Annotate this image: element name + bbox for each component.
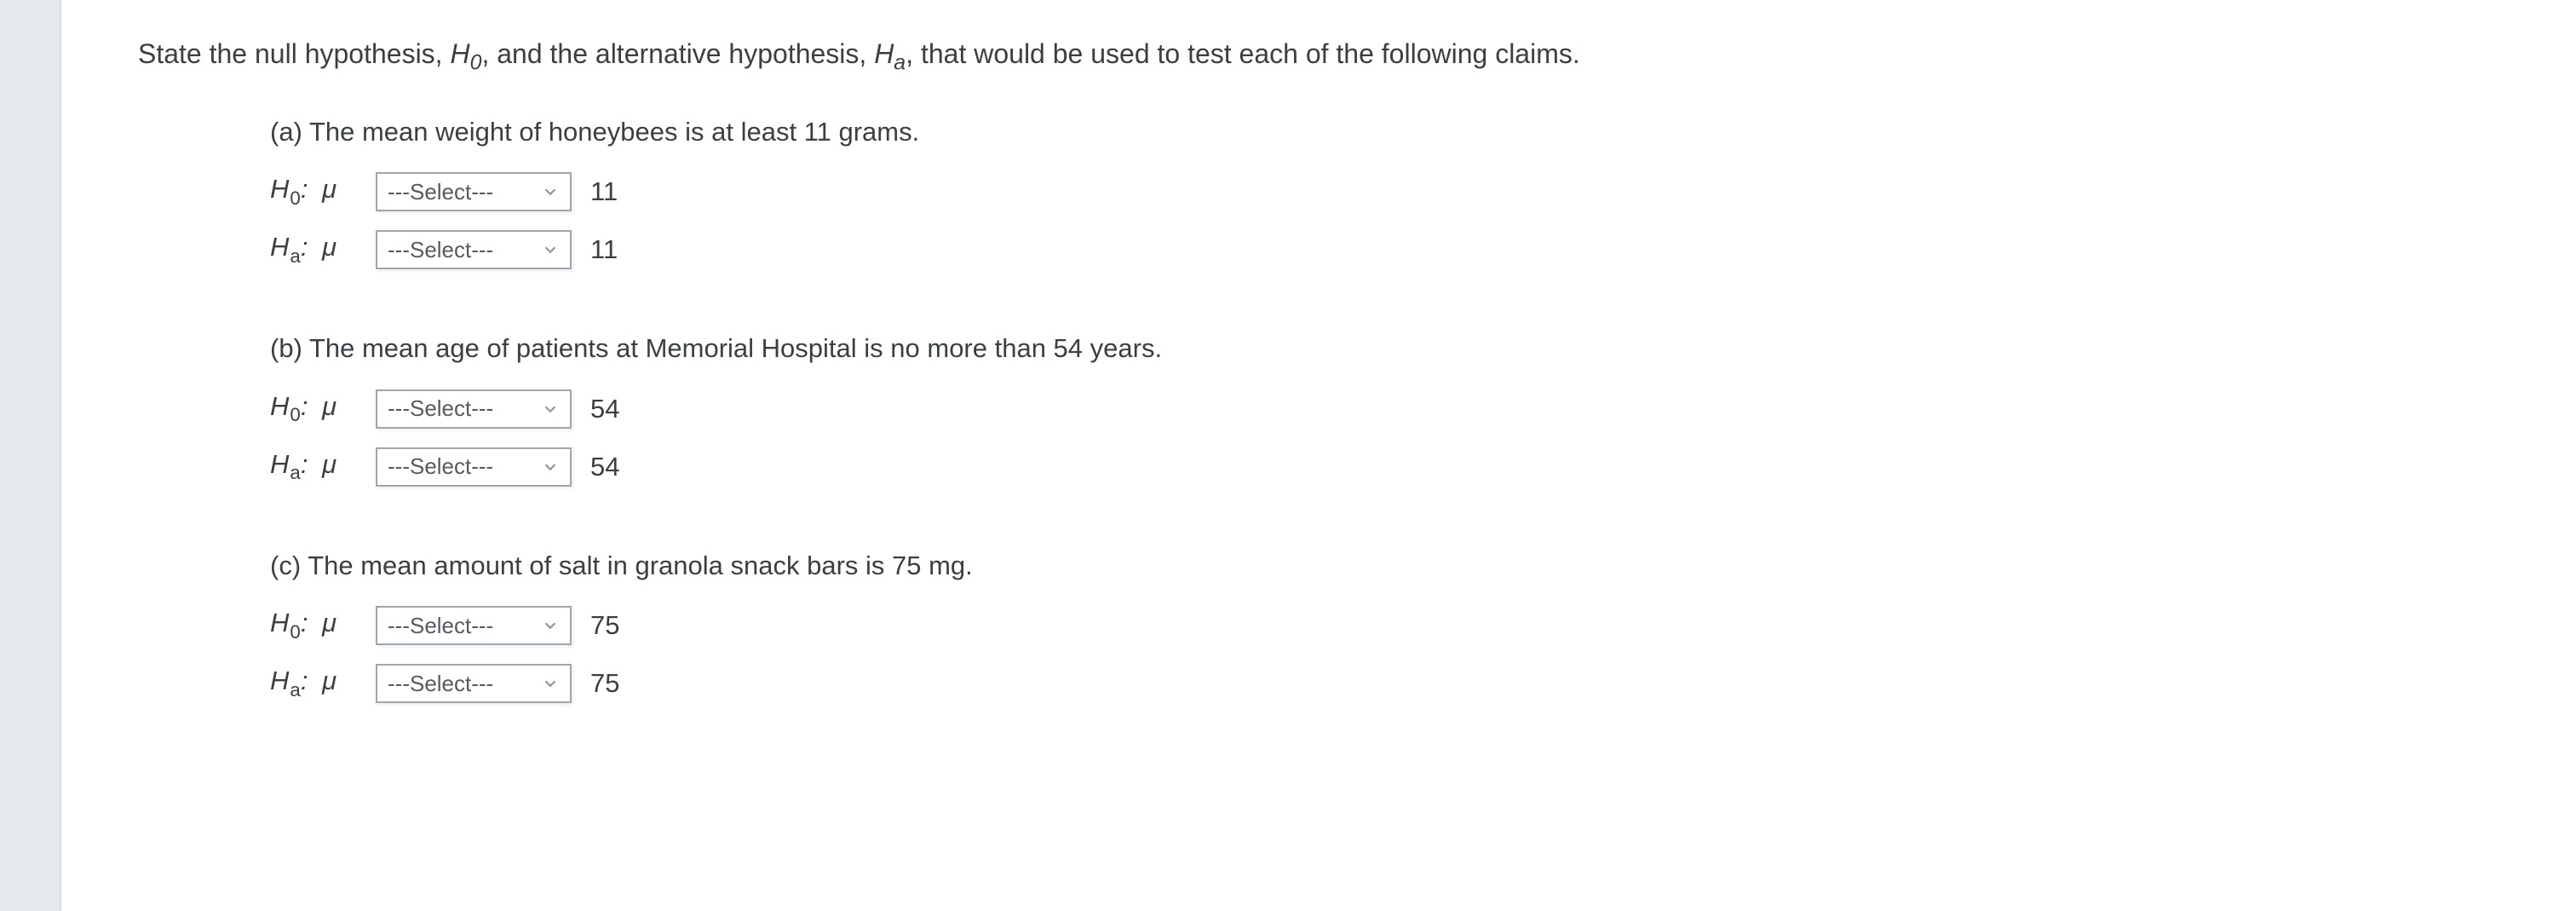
part-c: (c) The mean amount of salt in granola s… bbox=[270, 546, 2499, 704]
part-c-claim: (c) The mean amount of salt in granola s… bbox=[270, 546, 2499, 586]
h0-sub: 0 bbox=[470, 50, 482, 74]
part-c-h0-row: H0: μ ---Select--- 75 bbox=[270, 606, 2499, 645]
part-b-ha-select[interactable]: ---Select--- bbox=[376, 447, 572, 487]
part-c-h0-value: 75 bbox=[590, 610, 619, 641]
chevron-down-icon bbox=[541, 240, 560, 259]
chevron-down-icon bbox=[541, 400, 560, 418]
h0-label: H0: μ bbox=[270, 174, 364, 209]
part-b-ha-row: Ha: μ ---Select--- 54 bbox=[270, 447, 2499, 487]
instruction-mid1: , and the alternative hypothesis, bbox=[481, 38, 874, 69]
part-a-ha-row: Ha: μ ---Select--- 11 bbox=[270, 230, 2499, 269]
select-placeholder: ---Select--- bbox=[388, 453, 541, 480]
h0-label: H0: μ bbox=[270, 391, 364, 426]
chevron-down-icon bbox=[541, 182, 560, 201]
select-placeholder: ---Select--- bbox=[388, 237, 541, 263]
part-c-ha-row: Ha: μ ---Select--- 75 bbox=[270, 664, 2499, 703]
instruction-post: , that would be used to test each of the… bbox=[906, 38, 1580, 69]
ha-sub: a bbox=[894, 50, 906, 74]
ha-sym: H bbox=[874, 38, 894, 69]
ha-label: Ha: μ bbox=[270, 232, 364, 267]
part-a-ha-select[interactable]: ---Select--- bbox=[376, 230, 572, 269]
chevron-down-icon bbox=[541, 616, 560, 635]
select-placeholder: ---Select--- bbox=[388, 179, 541, 205]
instruction-pre: State the null hypothesis, bbox=[138, 38, 450, 69]
chevron-down-icon bbox=[541, 674, 560, 693]
part-b-h0-row: H0: μ ---Select--- 54 bbox=[270, 389, 2499, 429]
part-a-claim: (a) The mean weight of honeybees is at l… bbox=[270, 112, 2499, 153]
question-page: State the null hypothesis, H0, and the a… bbox=[60, 0, 2576, 911]
select-placeholder: ---Select--- bbox=[388, 395, 541, 422]
part-a-h0-select[interactable]: ---Select--- bbox=[376, 172, 572, 211]
select-placeholder: ---Select--- bbox=[388, 671, 541, 697]
part-a-h0-value: 11 bbox=[590, 176, 618, 207]
left-gutter bbox=[0, 0, 60, 911]
part-a: (a) The mean weight of honeybees is at l… bbox=[270, 112, 2499, 270]
chevron-down-icon bbox=[541, 458, 560, 476]
part-b-h0-select[interactable]: ---Select--- bbox=[376, 389, 572, 429]
part-c-ha-select[interactable]: ---Select--- bbox=[376, 664, 572, 703]
select-placeholder: ---Select--- bbox=[388, 613, 541, 639]
part-c-ha-value: 75 bbox=[590, 668, 619, 699]
part-a-h0-row: H0: μ ---Select--- 11 bbox=[270, 172, 2499, 211]
part-b: (b) The mean age of patients at Memorial… bbox=[270, 329, 2499, 487]
ha-label: Ha: μ bbox=[270, 666, 364, 701]
part-c-h0-select[interactable]: ---Select--- bbox=[376, 606, 572, 645]
part-a-ha-value: 11 bbox=[590, 234, 618, 265]
instruction-text: State the null hypothesis, H0, and the a… bbox=[138, 34, 2499, 78]
part-b-h0-value: 54 bbox=[590, 394, 619, 424]
ha-label: Ha: μ bbox=[270, 449, 364, 484]
h0-label: H0: μ bbox=[270, 608, 364, 643]
part-b-claim: (b) The mean age of patients at Memorial… bbox=[270, 329, 2499, 369]
h0-sym: H bbox=[450, 38, 469, 69]
part-b-ha-value: 54 bbox=[590, 452, 619, 482]
